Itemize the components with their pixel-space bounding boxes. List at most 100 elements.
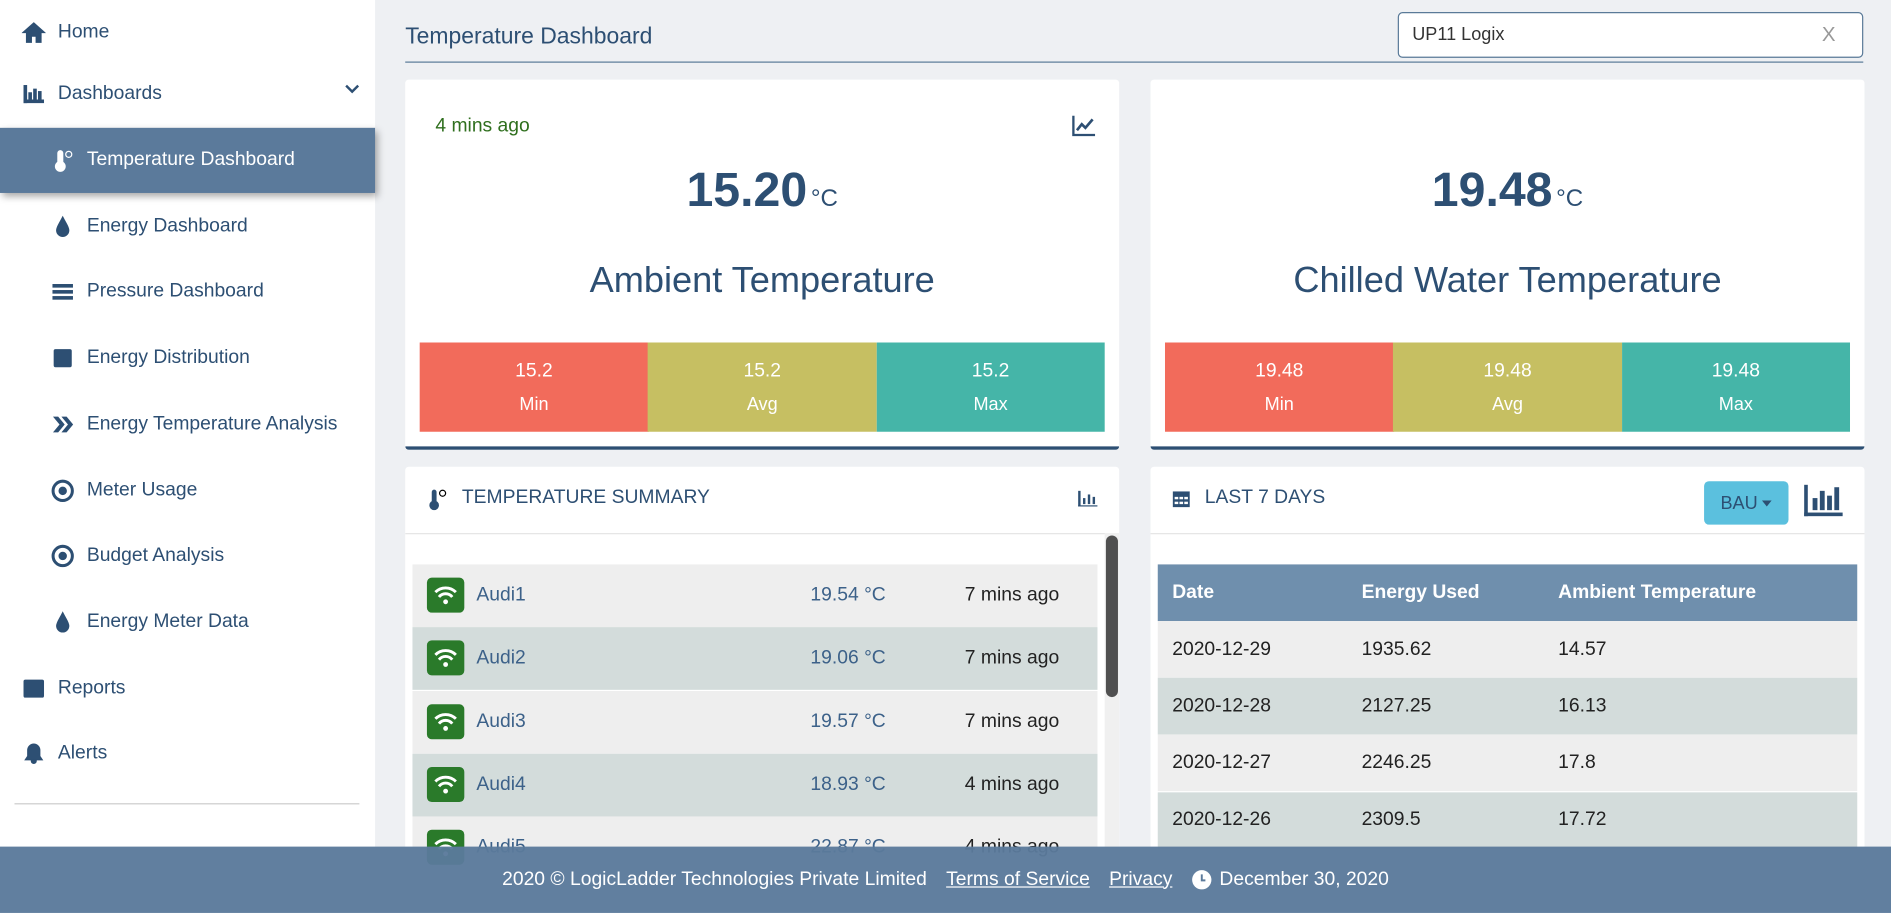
nav-item[interactable]: Energy Distribution bbox=[0, 326, 375, 391]
device-temp: 19.06 °C bbox=[810, 647, 886, 669]
nav-label: Alerts bbox=[57, 742, 108, 764]
footer: 2020 © LogicLadder Technologies Private … bbox=[0, 846, 1891, 913]
value: 15.20 bbox=[686, 164, 808, 218]
nav-label: Energy Temperature Analysis bbox=[86, 413, 338, 435]
last7-card: LAST 7 DAYS BAU Date Energy Used Ambient Tem… bbox=[1150, 466, 1865, 913]
device-updated: 7 mins ago bbox=[964, 584, 1060, 606]
clock-icon bbox=[1192, 870, 1212, 890]
footer-link[interactable]: Privacy bbox=[1109, 868, 1173, 890]
icon bbox=[51, 544, 75, 568]
table-cell: 16.13 bbox=[1558, 695, 1607, 716]
table-row: 2020-12-29 1935.62 14.57 bbox=[1157, 621, 1858, 678]
column-header: Energy Used bbox=[1361, 581, 1480, 603]
device-updated: 7 mins ago bbox=[964, 711, 1060, 732]
nav-label: Energy Meter Data bbox=[86, 611, 249, 632]
device-temp: 19.57 °C bbox=[810, 711, 886, 732]
sidebar: Home Dashboards Temperature Dashboard Energ… bbox=[0, 0, 376, 913]
icon bbox=[51, 215, 75, 239]
nav-item[interactable]: Temperature Dashboard bbox=[0, 127, 376, 193]
column-header: Date bbox=[1172, 581, 1215, 603]
stat-label: Max bbox=[1718, 394, 1753, 415]
stat-box: 15.2 Max bbox=[876, 342, 1105, 432]
clear-button[interactable]: X bbox=[1821, 22, 1836, 46]
device-name: Audi4 bbox=[476, 774, 526, 795]
stat-value: 19.48 bbox=[1711, 360, 1760, 382]
device-name: Audi1 bbox=[476, 584, 526, 606]
table-cell: 2020-12-29 bbox=[1172, 638, 1271, 660]
table-row: 2020-12-28 2127.25 16.13 bbox=[1157, 677, 1858, 735]
icon bbox=[51, 148, 75, 172]
nav-label: Home bbox=[57, 21, 110, 43]
stat-value: 19.48 bbox=[1483, 360, 1532, 382]
table-cell: 14.57 bbox=[1558, 638, 1607, 660]
nav-item[interactable]: Energy Meter Data bbox=[0, 590, 375, 655]
status-icon bbox=[426, 577, 465, 613]
unit: °C bbox=[1556, 185, 1584, 213]
table-cell: 2309.5 bbox=[1361, 809, 1421, 830]
nav-item[interactable]: Energy Dashboard bbox=[0, 194, 375, 259]
stat-box: 15.2 Avg bbox=[647, 342, 877, 432]
stat-value: 15.2 bbox=[743, 360, 782, 382]
chart-icon[interactable] bbox=[1076, 487, 1098, 512]
date: December 30, 2020 bbox=[1219, 868, 1389, 890]
updated-time: 4 mins ago bbox=[435, 115, 530, 137]
stat-box: 19.48 Avg bbox=[1393, 342, 1622, 432]
metric-label: Chilled Water Temperature bbox=[1293, 260, 1722, 301]
footer-link[interactable]: Terms of Service bbox=[946, 868, 1090, 890]
icon bbox=[51, 346, 75, 370]
stat-label: Max bbox=[973, 394, 1008, 415]
stat-value: 19.48 bbox=[1255, 360, 1304, 382]
icon bbox=[21, 21, 47, 45]
device-name: Audi3 bbox=[476, 711, 526, 732]
stat-label: Avg bbox=[746, 394, 778, 415]
nav-item[interactable]: Alerts bbox=[0, 721, 375, 786]
nav-label: Budget Analysis bbox=[86, 545, 225, 566]
stat-box: 19.48 Max bbox=[1621, 342, 1851, 432]
stat-label: Min bbox=[1264, 394, 1294, 415]
device-temp: 19.54 °C bbox=[810, 584, 886, 606]
bar-chart-icon[interactable] bbox=[1803, 484, 1843, 524]
summary-row: Audi3 19.57 °C 7 mins ago bbox=[412, 690, 1098, 754]
icon bbox=[51, 610, 75, 634]
metric-card: 19.48 °C Chilled Water Temperature 19.48 Min… bbox=[1150, 79, 1865, 450]
metric-label: Ambient Temperature bbox=[589, 260, 935, 301]
icon bbox=[22, 742, 46, 766]
bau-button[interactable]: BAU bbox=[1704, 481, 1789, 525]
scroll-thumb[interactable] bbox=[1105, 535, 1118, 698]
nav-item[interactable]: Pressure Dashboard bbox=[0, 259, 375, 324]
nav-label: Pressure Dashboard bbox=[86, 280, 264, 302]
nav-item[interactable]: Home bbox=[0, 0, 375, 65]
summary-row: Audi2 19.06 °C 7 mins ago bbox=[412, 627, 1098, 691]
table-cell: 2246.25 bbox=[1361, 752, 1432, 773]
metric-card: 4 mins ago 15.20 °C Ambient Temperature 15.2… bbox=[405, 79, 1120, 450]
search-value: UP11 Logix bbox=[1412, 24, 1505, 45]
stat-label: Min bbox=[519, 394, 549, 415]
trend-icon[interactable] bbox=[1072, 115, 1096, 143]
status-icon bbox=[426, 703, 465, 739]
device-name: Audi2 bbox=[476, 647, 526, 669]
icon bbox=[51, 479, 75, 503]
chevron bbox=[344, 81, 361, 104]
table-row: 2020-12-26 2309.5 17.72 bbox=[1157, 791, 1858, 849]
button-label: BAU bbox=[1720, 492, 1758, 514]
nav-item[interactable]: Dashboards bbox=[0, 62, 375, 127]
metric-value: 19.48 °C bbox=[1151, 164, 1865, 218]
table-cell: 2020-12-27 bbox=[1172, 752, 1271, 773]
nav-label: Temperature Dashboard bbox=[86, 149, 295, 171]
page-title: Temperature Dashboard bbox=[405, 24, 653, 50]
nav-item[interactable]: Energy Temperature Analysis bbox=[0, 392, 375, 457]
last7-title: LAST 7 DAYS bbox=[1204, 487, 1326, 508]
nav-item[interactable]: Meter Usage bbox=[0, 458, 375, 523]
table-cell: 2020-12-26 bbox=[1172, 809, 1271, 830]
footer-date: December 30, 2020 bbox=[1192, 869, 1389, 891]
nav-item[interactable]: Reports bbox=[0, 656, 375, 721]
title-underline bbox=[405, 61, 1864, 63]
search-box[interactable]: UP11 Logix X bbox=[1397, 12, 1864, 58]
calendar-icon bbox=[1172, 488, 1190, 513]
nav-label: Energy Distribution bbox=[86, 347, 250, 368]
stat-box: 19.48 Min bbox=[1164, 342, 1394, 432]
device-updated: 7 mins ago bbox=[964, 647, 1060, 669]
table-cell: 2020-12-28 bbox=[1172, 695, 1271, 716]
nav-item[interactable]: Budget Analysis bbox=[0, 523, 375, 588]
